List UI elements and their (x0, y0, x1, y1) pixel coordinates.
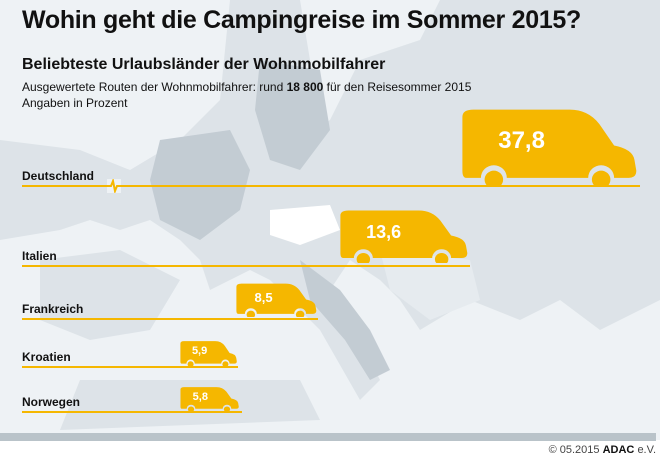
category-label: Deutschland (22, 169, 95, 183)
bottom-bar (0, 433, 656, 441)
bar-line-deutschland (22, 185, 640, 187)
europe-map-background (0, 0, 660, 440)
bar-line-italien (22, 265, 470, 267)
note-suffix: für den Reisesommer 2015 (323, 80, 472, 94)
camper-bar-kroatien (180, 341, 237, 366)
camper-bar-deutschland (462, 109, 637, 185)
axis-break-icon (107, 179, 121, 193)
value-label: 13,6 (366, 221, 402, 242)
chart-title: Wohin geht die Campingreise im Sommer 20… (22, 6, 581, 34)
bar-line-kroatien (22, 366, 238, 368)
camper-bar-italien (340, 210, 468, 263)
value-label: 5,9 (191, 345, 208, 358)
note-prefix: Ausgewertete Routen der Wohnmobilfahrer:… (22, 80, 287, 94)
category-label: Kroatien (22, 350, 71, 364)
note-count: 18 800 (286, 80, 324, 94)
bar-line-norwegen (22, 411, 242, 413)
value-label: 37,8 (498, 127, 545, 155)
category-label: Frankreich (22, 302, 84, 316)
source-note: Ausgewertete Routen der Wohnmobilfahrer:… (22, 80, 471, 94)
brand-logo: ADAC (602, 444, 635, 456)
credit-date: © 05.2015 (548, 444, 600, 456)
camper-bar-frankreich (236, 283, 317, 317)
category-label: Norwegen (22, 395, 81, 409)
value-label: 5,8 (192, 390, 208, 403)
camper-bar-norwegen (180, 387, 239, 411)
category-label: Italien (22, 249, 57, 263)
credit: © 05.2015 ADAC e.V. (549, 444, 656, 456)
bar-line-frankreich (22, 318, 318, 320)
credit-suffix: e.V. (637, 444, 656, 456)
unit-note: Angaben in Prozent (22, 96, 128, 110)
value-label: 8,5 (254, 289, 273, 305)
chart-subtitle: Beliebteste Urlaubsländer der Wohnmobilf… (22, 56, 386, 73)
